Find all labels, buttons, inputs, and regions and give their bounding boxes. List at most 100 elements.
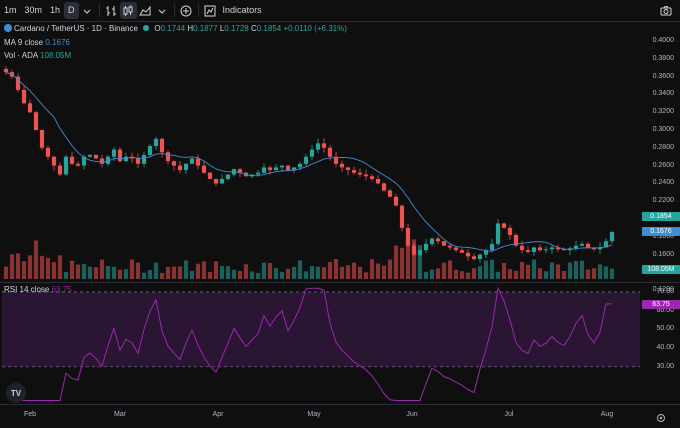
volume-bar bbox=[255, 272, 261, 279]
volume-bar bbox=[405, 238, 411, 279]
interval-d[interactable]: D bbox=[64, 2, 79, 19]
volume-bar bbox=[303, 271, 309, 279]
ohlc-close: 0.1854 bbox=[256, 24, 282, 33]
price-tick-label: 0.4000 bbox=[652, 37, 674, 44]
candle-body bbox=[549, 247, 555, 250]
interval-dropdown-icon[interactable] bbox=[79, 2, 96, 19]
candle-body bbox=[519, 245, 525, 251]
candle-body bbox=[285, 165, 291, 171]
volume-bar bbox=[411, 239, 417, 279]
candle-body bbox=[483, 250, 489, 255]
volume-bar bbox=[501, 262, 507, 279]
volume-bar bbox=[15, 253, 21, 279]
ma-label: MA 9 close bbox=[4, 38, 44, 47]
candle-body bbox=[75, 163, 81, 166]
ohlc-open-label: O bbox=[154, 24, 161, 33]
candle-body bbox=[237, 169, 243, 173]
interval-1h[interactable]: 1h bbox=[50, 5, 61, 15]
candle-body bbox=[447, 245, 453, 248]
volume-bar bbox=[477, 266, 483, 279]
volume-legend[interactable]: Vol · ADA 108.05M bbox=[4, 51, 71, 60]
volume-bar bbox=[261, 262, 267, 279]
rsi-label: RSI 14 close bbox=[4, 285, 50, 294]
candle-body bbox=[159, 138, 165, 153]
rsi-band bbox=[2, 291, 640, 368]
pane-divider[interactable] bbox=[0, 282, 680, 283]
candle-body bbox=[591, 247, 597, 250]
candle-body bbox=[501, 223, 507, 228]
price-tick-label: 0.1800 bbox=[652, 232, 674, 240]
area-chart-type-icon[interactable] bbox=[137, 2, 154, 19]
price-tick-label: 0.3400 bbox=[652, 90, 674, 98]
candle-body bbox=[93, 154, 99, 159]
volume-bar bbox=[201, 261, 207, 279]
volume-bar bbox=[237, 271, 243, 279]
candle-body bbox=[3, 68, 9, 73]
volume-bar bbox=[381, 265, 387, 279]
candle-body bbox=[387, 190, 393, 197]
candle-body bbox=[291, 167, 297, 171]
candle-body bbox=[477, 254, 483, 260]
price-tick-label: 0.3600 bbox=[652, 72, 674, 80]
price-tick-label: 0.2800 bbox=[652, 143, 674, 151]
volume-bar bbox=[63, 271, 69, 279]
tradingview-logo-icon[interactable]: TV bbox=[6, 383, 26, 403]
candle-body bbox=[105, 156, 111, 164]
volume-bar bbox=[219, 266, 225, 279]
interval-1m[interactable]: 1m bbox=[4, 5, 17, 15]
indicators-button[interactable]: Indicators bbox=[222, 5, 262, 15]
volume-bar bbox=[609, 268, 615, 279]
ma-legend[interactable]: MA 9 close 0.1676 bbox=[4, 38, 70, 47]
candle-body bbox=[63, 156, 69, 175]
volume-bar bbox=[597, 264, 603, 279]
candle-body bbox=[141, 154, 147, 164]
candle-body bbox=[123, 156, 129, 162]
candle-body bbox=[561, 249, 567, 251]
exchange-logo-icon bbox=[4, 24, 12, 32]
chart-type-dropdown-icon[interactable] bbox=[154, 2, 171, 19]
volume-bar bbox=[327, 261, 333, 279]
volume-bar bbox=[447, 260, 453, 279]
volume-bar bbox=[279, 271, 285, 279]
candle-body bbox=[471, 256, 477, 260]
rsi-legend[interactable]: RSI 14 close 63.75 bbox=[4, 285, 72, 294]
time-tick-label: Aug bbox=[600, 411, 614, 418]
bar-chart-type-icon[interactable] bbox=[103, 2, 120, 19]
volume-bar bbox=[483, 260, 489, 279]
volume-bar bbox=[69, 260, 75, 279]
toolbar-divider bbox=[197, 4, 199, 17]
volume-bar bbox=[561, 271, 567, 279]
last-price-tag: 0.1854 bbox=[642, 212, 680, 221]
add-compare-icon[interactable] bbox=[178, 2, 195, 19]
candles-chart-type-icon[interactable] bbox=[119, 2, 137, 19]
volume-bar bbox=[297, 260, 303, 279]
candle-body bbox=[603, 241, 609, 248]
indicators-icon[interactable] bbox=[202, 2, 219, 19]
volume-bar bbox=[243, 264, 249, 279]
candle-body bbox=[51, 156, 57, 166]
time-tick-label: May bbox=[307, 411, 321, 418]
candle-body bbox=[429, 238, 435, 244]
time-tick-label: Apr bbox=[212, 411, 224, 418]
volume-bar bbox=[321, 267, 327, 279]
rsi-tick-label: 30.00 bbox=[656, 362, 674, 370]
candle-body bbox=[369, 176, 375, 179]
settings-gear-icon[interactable] bbox=[656, 410, 666, 422]
candle-body bbox=[27, 103, 33, 113]
candle-body bbox=[339, 163, 345, 168]
candle-body bbox=[33, 112, 39, 130]
camera-icon[interactable] bbox=[657, 2, 674, 19]
volume-bar bbox=[351, 262, 357, 279]
volume-bar bbox=[471, 268, 477, 279]
candle-body bbox=[375, 178, 381, 184]
candle-body bbox=[219, 178, 225, 184]
volume-bar bbox=[375, 263, 381, 279]
candle-body bbox=[573, 245, 579, 249]
candle-body bbox=[465, 252, 471, 257]
interval-30m[interactable]: 30m bbox=[24, 5, 43, 15]
ohlc-low: 0.1728 bbox=[224, 24, 249, 33]
candle-body bbox=[537, 247, 543, 251]
rsi-tick-label: 40.00 bbox=[656, 344, 674, 352]
candle-body bbox=[543, 249, 549, 251]
